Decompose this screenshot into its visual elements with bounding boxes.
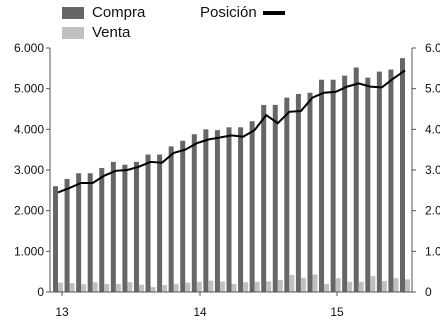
venta-bar <box>69 283 75 292</box>
compra-bar <box>295 93 301 292</box>
venta-bar <box>277 279 283 292</box>
compra-bar <box>249 121 255 292</box>
posicion-line <box>57 69 406 194</box>
compra-bar <box>64 178 70 292</box>
compra-bar <box>76 173 82 292</box>
venta-bar <box>185 282 191 292</box>
compra-bar <box>122 164 128 292</box>
compra-bar <box>238 127 244 292</box>
legend-venta-label: Venta <box>92 24 131 41</box>
compra-bar <box>284 97 290 292</box>
venta-bar <box>370 276 376 292</box>
venta-bar <box>219 281 225 292</box>
compra-bar <box>307 92 313 292</box>
y-tick-label-right: 4.0 <box>425 122 440 136</box>
tick-labels-group: 6.000 6.05.000 5.04.000 4.03.000 3.02.000 2.0… <box>14 41 440 319</box>
compra-bar <box>261 104 267 292</box>
compra-bar <box>145 154 151 292</box>
y-tick-label-left: 4.000 <box>14 122 44 136</box>
venta-bar <box>58 282 63 292</box>
y-tick-label-right: 6.0 <box>425 41 440 55</box>
compra-bar <box>400 58 405 292</box>
posicion-swatch <box>262 10 285 15</box>
legend-compra: Compra <box>62 4 145 21</box>
compra-bar <box>110 161 116 292</box>
compra-bar <box>319 79 325 292</box>
venta-bar <box>127 282 133 292</box>
y-tick-label-left: 6.000 <box>14 41 44 55</box>
compra-bar <box>376 71 382 292</box>
venta-bar <box>254 281 260 292</box>
y-tick-label-left: 1.000 <box>14 244 44 258</box>
compra-bar <box>272 104 278 292</box>
compra-bar <box>168 146 174 292</box>
venta-bar <box>347 281 353 292</box>
compra-bar <box>330 79 336 292</box>
venta-bar <box>300 277 306 292</box>
legend-posicion-label: Posición <box>200 4 257 21</box>
venta-swatch <box>62 26 84 39</box>
venta-bar <box>104 283 110 292</box>
y-tick-label-left: 0 <box>37 285 44 299</box>
venta-bar <box>335 278 341 292</box>
compra-bar <box>191 134 197 292</box>
y-tick-label-right: 1.0 <box>425 244 440 258</box>
compra-bar <box>99 167 105 292</box>
venta-bar <box>208 280 214 292</box>
bars-group <box>53 58 410 293</box>
venta-bar <box>138 284 144 292</box>
compra-bar <box>87 173 93 292</box>
compra-bar <box>53 186 58 292</box>
venta-bar <box>243 282 249 292</box>
x-tick-label: 15 <box>330 305 344 319</box>
venta-bar <box>393 278 399 292</box>
venta-bar <box>358 281 364 292</box>
venta-bar <box>162 285 168 292</box>
compra-bar <box>353 67 359 293</box>
compra-bar <box>342 75 348 292</box>
venta-bar <box>231 283 237 292</box>
venta-bar <box>150 287 156 292</box>
compra-bar <box>214 130 220 292</box>
compra-swatch <box>62 6 84 19</box>
venta-bar <box>81 284 87 292</box>
x-tick-label: 14 <box>193 305 207 319</box>
venta-bar <box>115 283 121 292</box>
y-tick-label-right: 2.0 <box>425 204 440 218</box>
venta-bar <box>92 282 98 292</box>
compra-bar <box>388 69 394 292</box>
x-tick-label: 13 <box>55 305 69 319</box>
compra-bar <box>157 154 163 292</box>
y-tick-label-left: 2.000 <box>14 204 44 218</box>
y-tick-label-right: 0 <box>425 285 432 299</box>
y-tick-label-right: 3.0 <box>425 163 440 177</box>
y-tick-label-right: 5.0 <box>425 82 440 96</box>
venta-bar <box>266 281 272 292</box>
venta-bar <box>196 281 202 292</box>
venta-bar <box>324 283 330 292</box>
legend-posicion: Posición <box>200 4 285 21</box>
y-tick-label-left: 5.000 <box>14 82 44 96</box>
compra-bar <box>203 129 209 292</box>
venta-bar <box>289 274 295 292</box>
ticks-group <box>46 47 416 296</box>
venta-bar <box>173 283 179 292</box>
venta-bar <box>405 279 410 292</box>
venta-bar <box>381 281 387 292</box>
compra-bar <box>180 140 186 292</box>
compra-bar <box>226 127 232 292</box>
legend-venta: Venta <box>62 24 130 41</box>
compra-bar <box>365 77 371 292</box>
compra-bar <box>133 161 139 292</box>
legend-compra-label: Compra <box>92 4 146 21</box>
venta-bar <box>312 274 318 292</box>
y-tick-label-left: 3.000 <box>14 163 44 177</box>
